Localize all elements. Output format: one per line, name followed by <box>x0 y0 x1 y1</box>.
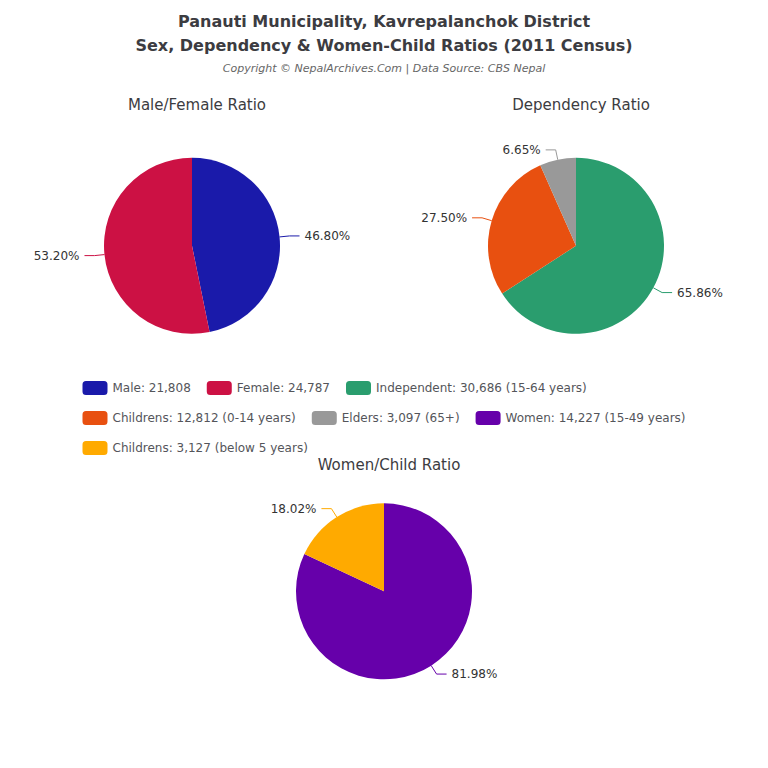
svg-text:53.20%: 53.20% <box>34 249 80 263</box>
svg-text:27.50%: 27.50% <box>421 211 467 225</box>
svg-text:Panauti Municipality, Kavrepal: Panauti Municipality, Kavrepalanchok Dis… <box>178 12 590 31</box>
svg-text:Independent: 30,686 (15-64 yea: Independent: 30,686 (15-64 years) <box>376 381 587 395</box>
svg-text:Women/Child Ratio: Women/Child Ratio <box>318 456 461 474</box>
svg-text:Male: 21,808: Male: 21,808 <box>112 381 190 395</box>
svg-text:65.86%: 65.86% <box>677 286 723 300</box>
svg-text:81.98%: 81.98% <box>452 667 498 681</box>
svg-text:Male/Female Ratio: Male/Female Ratio <box>128 96 266 114</box>
svg-text:Childrens: 3,127 (below 5 year: Childrens: 3,127 (below 5 years) <box>112 441 307 455</box>
svg-text:Women: 14,227 (15-49 years): Women: 14,227 (15-49 years) <box>506 411 686 425</box>
svg-text:Sex, Dependency & Women-Child: Sex, Dependency & Women-Child Ratios (20… <box>135 36 632 55</box>
svg-text:Dependency Ratio: Dependency Ratio <box>512 96 650 114</box>
svg-text:46.80%: 46.80% <box>305 229 351 243</box>
svg-text:18.02%: 18.02% <box>271 502 317 516</box>
svg-text:Copyright © NepalArchives.Com: Copyright © NepalArchives.Com | Data Sou… <box>223 62 545 75</box>
svg-text:Childrens: 12,812 (0-14 years): Childrens: 12,812 (0-14 years) <box>112 411 295 425</box>
svg-text:Elders: 3,097 (65+): Elders: 3,097 (65+) <box>342 411 460 425</box>
svg-text:6.65%: 6.65% <box>503 143 541 157</box>
svg-text:Female: 24,787: Female: 24,787 <box>237 381 330 395</box>
